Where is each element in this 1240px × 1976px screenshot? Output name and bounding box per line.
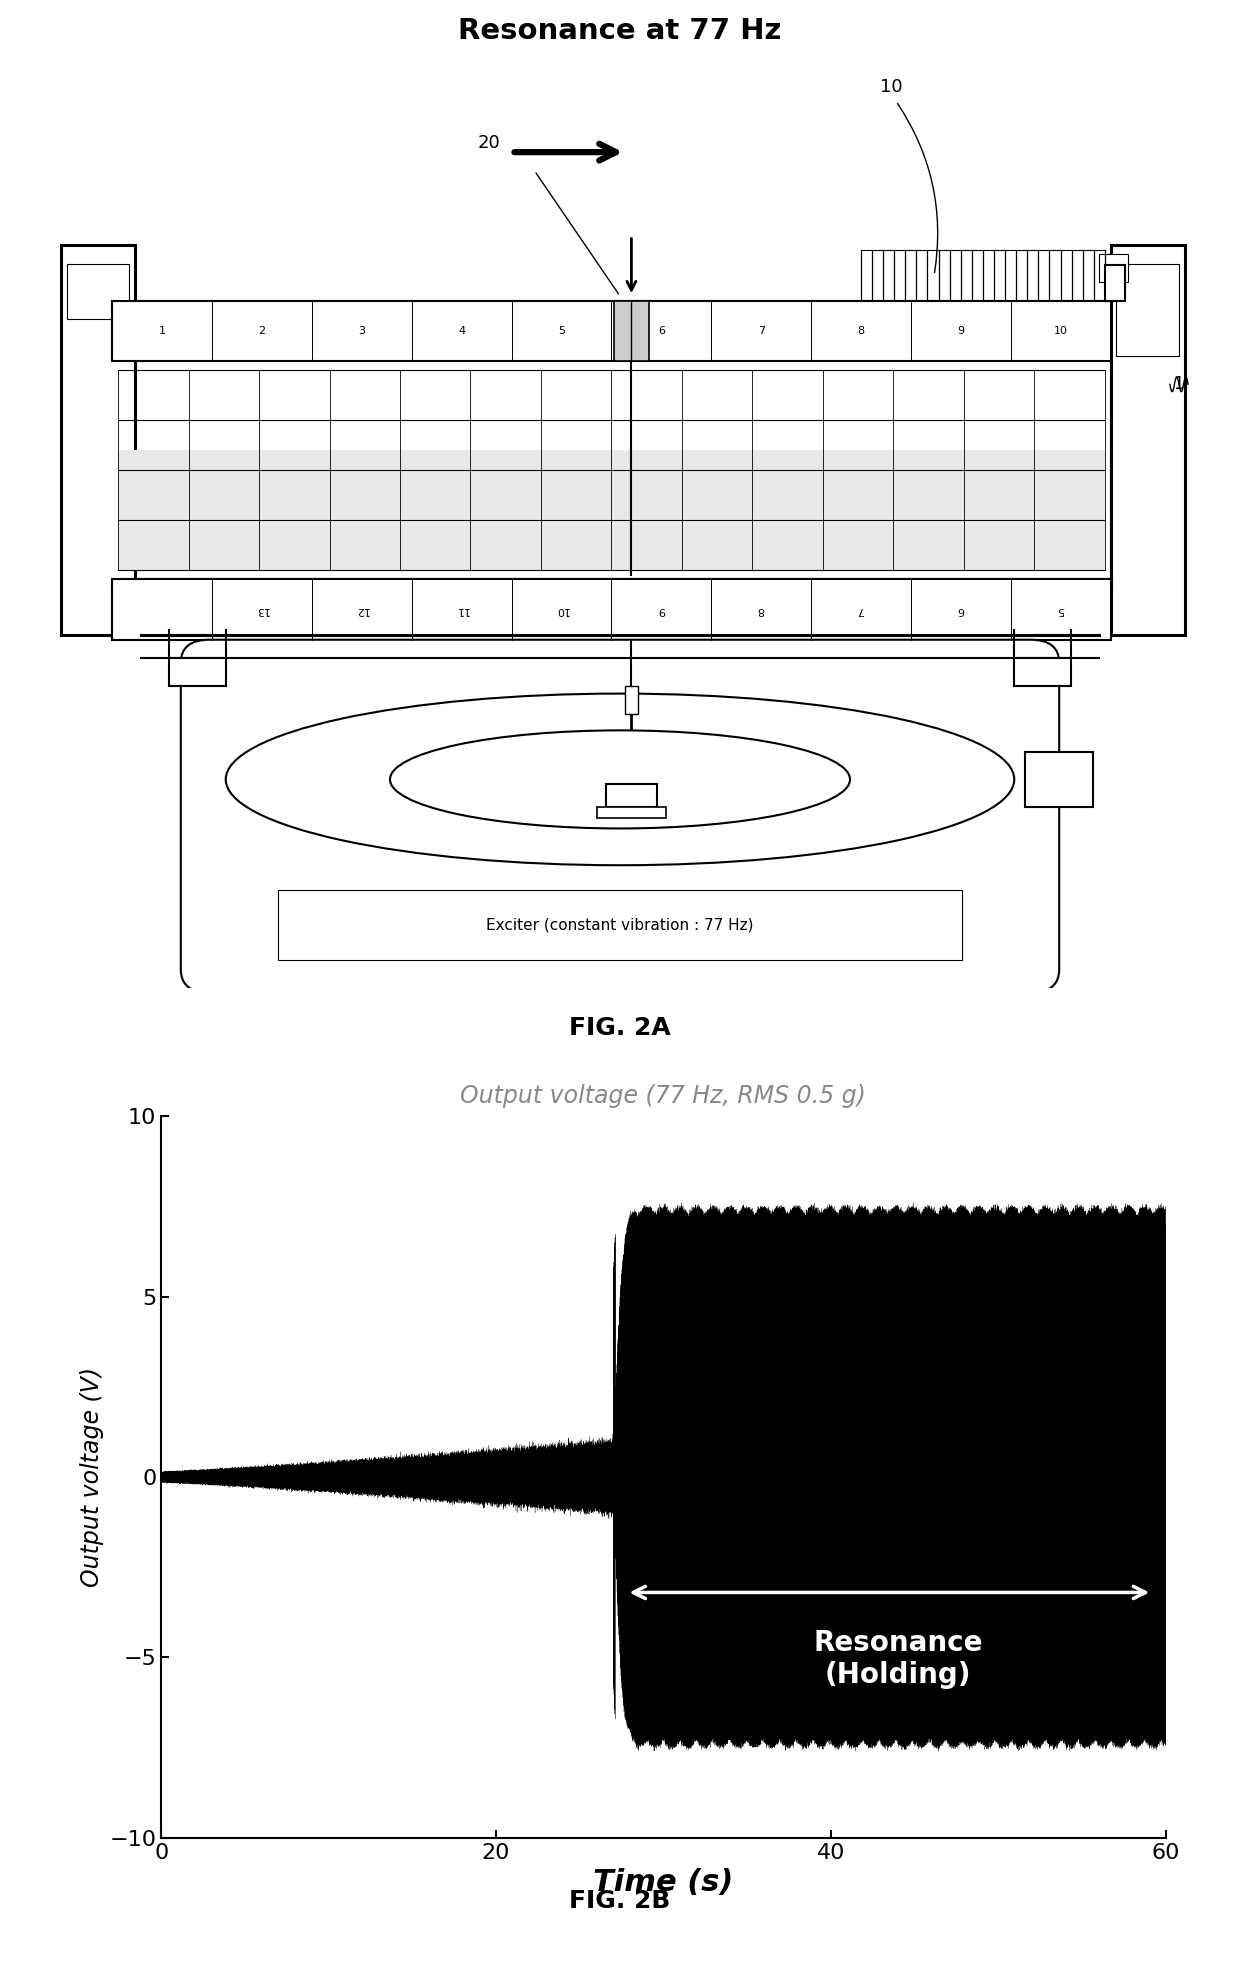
Text: 7: 7 — [857, 605, 864, 615]
Text: 12: 12 — [355, 605, 370, 615]
Ellipse shape — [391, 731, 849, 828]
Text: 6: 6 — [957, 605, 965, 615]
Text: 9: 9 — [957, 326, 965, 336]
Bar — [113, 579, 1111, 589]
Bar — [278, 891, 962, 960]
Text: 10: 10 — [554, 605, 568, 615]
X-axis label: Time (s): Time (s) — [593, 1867, 734, 1897]
Text: 5: 5 — [1058, 605, 1064, 615]
Text: 13: 13 — [255, 605, 269, 615]
Y-axis label: Output voltage (V): Output voltage (V) — [79, 1367, 104, 1587]
Text: 7: 7 — [758, 326, 765, 336]
Text: 1: 1 — [1173, 375, 1184, 393]
Bar — [614, 300, 649, 362]
Bar — [113, 300, 1111, 579]
Text: Off-resonance
(Moving): Off-resonance (Moving) — [277, 1628, 497, 1689]
Bar — [67, 263, 129, 320]
Bar — [1116, 263, 1179, 356]
Bar — [625, 686, 639, 713]
Ellipse shape — [226, 694, 1014, 865]
Text: 20: 20 — [477, 134, 500, 152]
Bar — [1105, 265, 1126, 300]
Bar — [1013, 658, 1070, 686]
Text: 10: 10 — [1054, 326, 1068, 336]
Bar — [606, 784, 657, 806]
Text: FIG. 2A: FIG. 2A — [569, 1016, 671, 1039]
Bar — [598, 806, 666, 818]
Text: 9: 9 — [657, 605, 665, 615]
Bar — [1111, 245, 1184, 634]
Text: 8: 8 — [857, 326, 864, 336]
Text: Exciter (constant vibration : 77 Hz): Exciter (constant vibration : 77 Hz) — [486, 917, 754, 933]
FancyBboxPatch shape — [181, 640, 1059, 992]
Text: Resonance at 77 Hz: Resonance at 77 Hz — [459, 18, 781, 45]
Bar — [170, 658, 227, 686]
Bar — [1025, 751, 1094, 808]
Text: 6: 6 — [658, 326, 665, 336]
Bar — [61, 245, 135, 634]
Text: 2: 2 — [258, 326, 265, 336]
Bar — [118, 451, 1105, 571]
Text: FIG. 2B: FIG. 2B — [569, 1889, 671, 1913]
Title: Output voltage (77 Hz, RMS 0.5 g): Output voltage (77 Hz, RMS 0.5 g) — [460, 1083, 867, 1109]
Bar — [113, 300, 1111, 362]
Text: 3: 3 — [358, 326, 366, 336]
Text: 10: 10 — [879, 79, 903, 97]
Text: 1: 1 — [159, 326, 166, 336]
Text: 8: 8 — [758, 605, 765, 615]
Bar — [1099, 255, 1127, 283]
Text: 4: 4 — [458, 326, 465, 336]
Bar — [113, 579, 1111, 640]
Text: Resonance
(Holding): Resonance (Holding) — [813, 1628, 982, 1689]
Text: 11: 11 — [455, 605, 469, 615]
Text: 5: 5 — [558, 326, 565, 336]
